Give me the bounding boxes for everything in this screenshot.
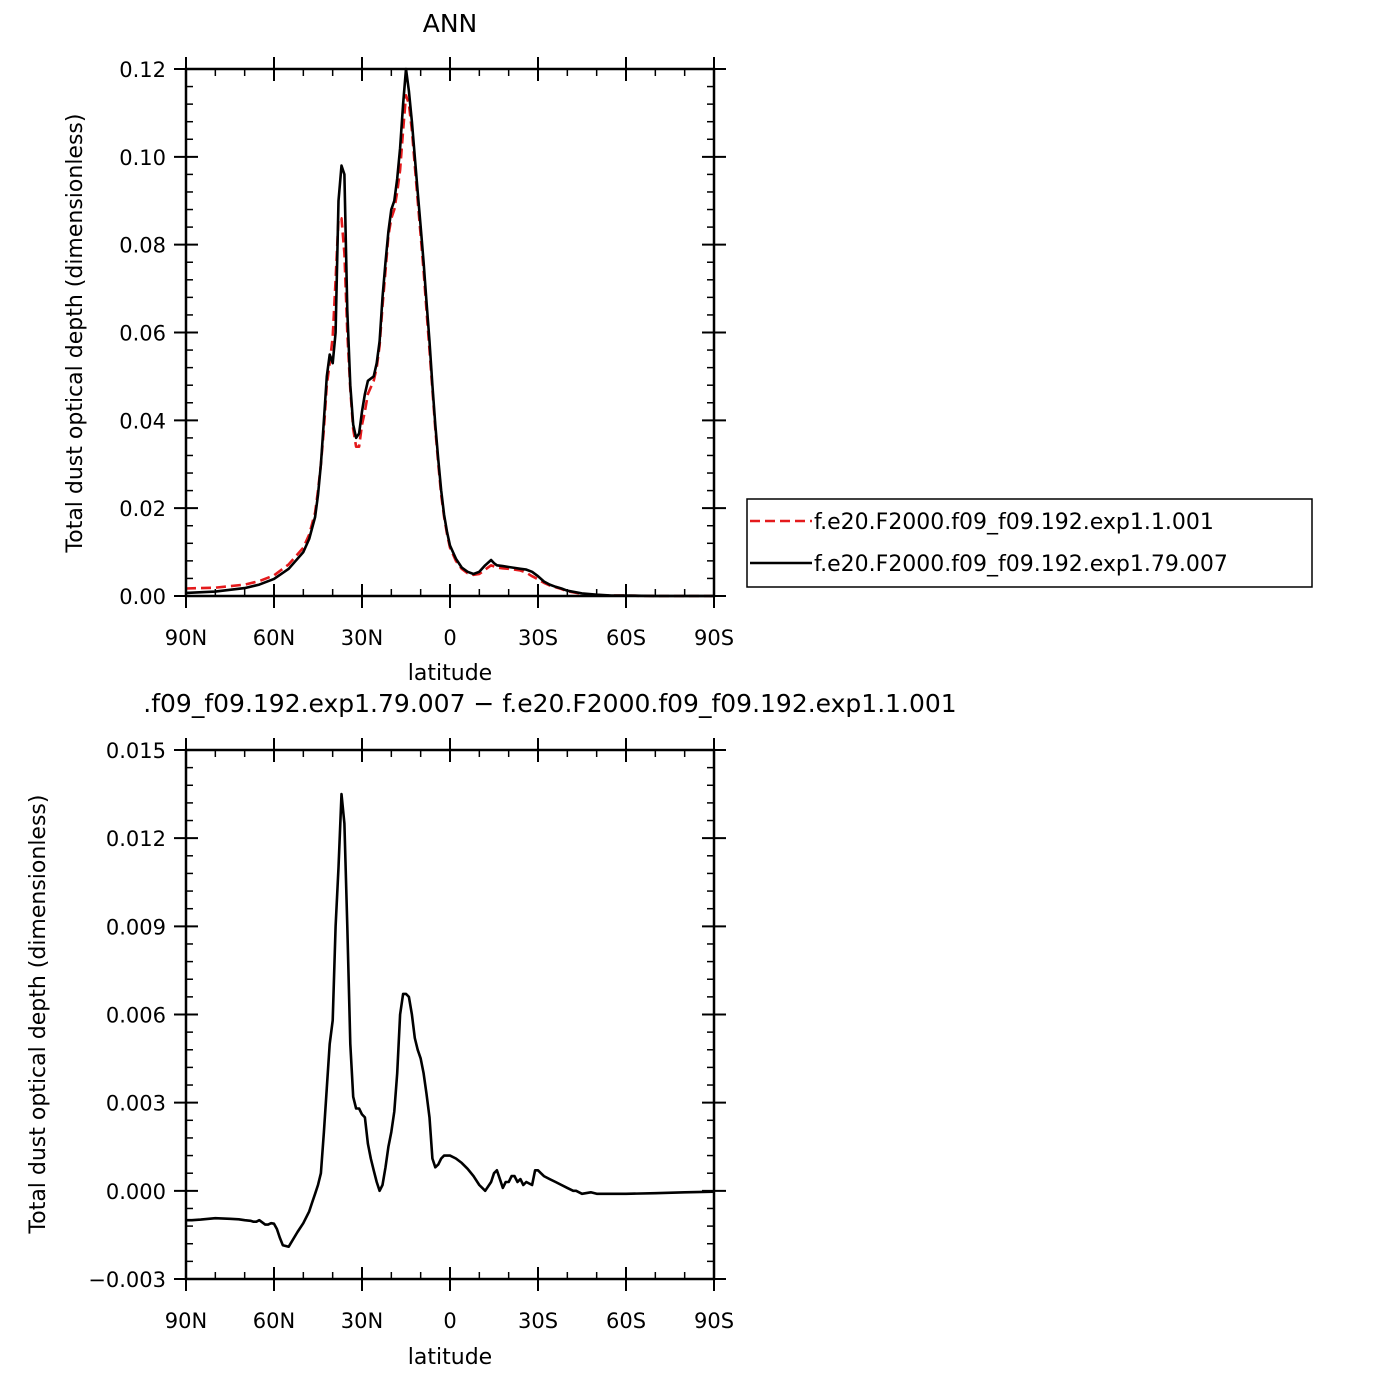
bottom-panel-title: .f09_f09.192.exp1.79.007 − f.e20.F2000.f… (143, 689, 956, 718)
top-x-axis-label: latitude (408, 661, 492, 686)
x-tick-label-0-5: 60S (606, 626, 646, 650)
legend-box (746, 498, 1313, 588)
x-tick-label-0-0: 90N (165, 626, 207, 650)
legend: f.e20.F2000.f09_f09.192.exp1.1.001 f.e20… (746, 498, 1313, 588)
legend-entry-0: f.e20.F2000.f09_f09.192.exp1.1.001 (814, 510, 1214, 535)
series-line-0-0 (185, 94, 714, 598)
x-tick-label-0-6: 90S (694, 626, 734, 650)
bottom-plot-frame (184, 748, 716, 1281)
x-tick-label-1-2: 30N (341, 1309, 383, 1333)
y-tick-label-0-6: 0.12 (119, 58, 166, 82)
top-panel: ANN 90N 60N 30N 0 30S 60S 90S 0.00 0.02 0.04 0.06 0… (63, 9, 734, 686)
y-tick-label-1-1: 0.000 (106, 1180, 166, 1204)
x-tick-label-1-4: 30S (518, 1309, 558, 1333)
bottom-panel: .f09_f09.192.exp1.79.007 − f.e20.F2000.f… (26, 689, 957, 1370)
y-tick-label-0-2: 0.04 (119, 409, 166, 433)
y-tick-label-0-5: 0.10 (119, 146, 166, 170)
x-tick-label-1-5: 60S (606, 1309, 646, 1333)
y-tick-label-1-5: 0.012 (106, 827, 166, 851)
x-tick-label-0-1: 60N (253, 626, 295, 650)
y-tick-label-0-3: 0.06 (119, 322, 166, 346)
y-tick-label-1-4: 0.009 (106, 915, 166, 939)
series-line-0-1 (185, 67, 714, 598)
x-tick-label-1-6: 90S (694, 1309, 734, 1333)
top-plot-frame (184, 67, 716, 598)
x-tick-label-1-3: 0 (443, 1309, 456, 1333)
y-tick-label-1-3: 0.006 (106, 1004, 166, 1028)
bottom-y-axis-label: Total dust optical depth (dimensionless) (26, 795, 51, 1235)
y-tick-label-0-0: 0.00 (119, 585, 166, 609)
y-tick-label-0-1: 0.02 (119, 497, 166, 521)
x-tick-label-0-3: 0 (443, 626, 456, 650)
bottom-x-axis-label: latitude (408, 1345, 492, 1370)
x-tick-label-1-1: 60N (253, 1309, 295, 1333)
x-tick-label-0-4: 30S (518, 626, 558, 650)
y-tick-label-1-6: 0.015 (106, 739, 166, 763)
series-line-1-0 (186, 792, 715, 1248)
top-y-axis-label: Total dust optical depth (dimensionless) (63, 114, 88, 554)
x-tick-label-0-2: 30N (341, 626, 383, 650)
top-panel-title: ANN (423, 9, 478, 38)
x-tick-label-1-0: 90N (165, 1309, 207, 1333)
y-tick-label-1-0: −0.003 (88, 1268, 166, 1292)
y-tick-label-1-2: 0.003 (106, 1092, 166, 1116)
y-tick-label-0-4: 0.08 (119, 234, 166, 258)
legend-entry-1: f.e20.F2000.f09_f09.192.exp1.79.007 (814, 552, 1228, 577)
